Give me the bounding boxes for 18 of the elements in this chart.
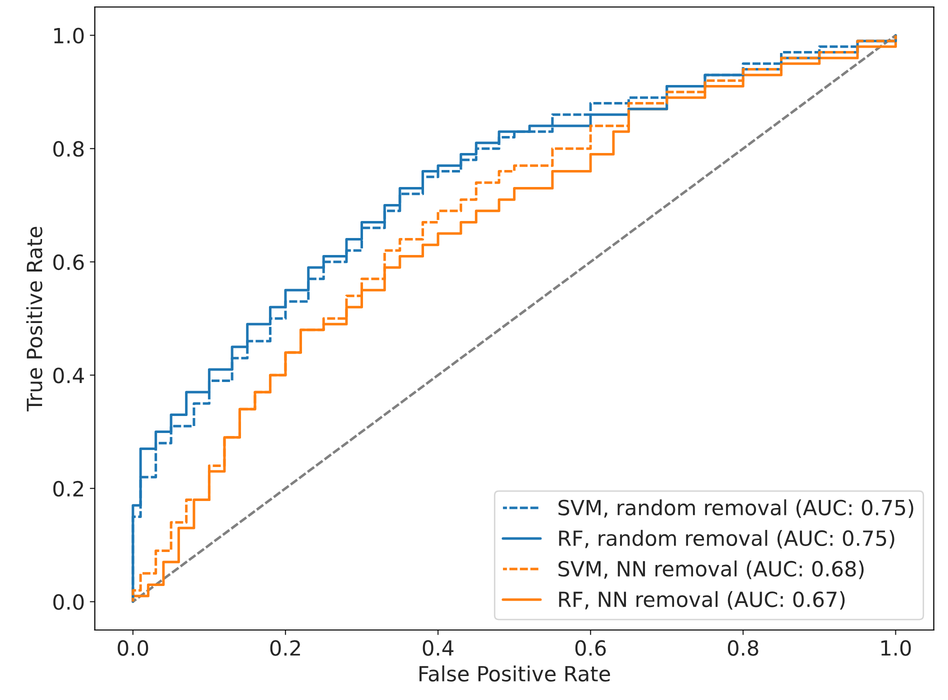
x-axis-title: False Positive Rate [420,665,610,682]
y-axis-title: True Positive Rate [26,226,42,412]
legend-label: RF, NN removal (AUC: 0.67) [559,591,845,610]
y-tick-label: 0.0 [53,594,84,610]
y-tick-label: 1.0 [54,28,84,44]
x-tick-label: 0.8 [728,640,758,656]
legend-label: SVM, random removal (AUC: 0.75) [558,499,914,518]
x-tick-label: 0.6 [575,640,606,656]
x-tick-label: 0.4 [422,640,454,656]
x-tick-label: 1.0 [881,640,911,656]
y-tick-label: 0.2 [53,480,83,497]
legend-label: RF, random removal (AUC: 0.75) [559,530,894,549]
x-tick-label: 0.2 [270,640,300,656]
y-tick-label: 0.8 [53,141,84,157]
y-tick-label: 0.6 [53,254,84,270]
legend-label: SVM, NN removal (AUC: 0.68) [558,560,864,580]
y-tick-label: 0.4 [53,368,84,384]
x-tick-label: 0.0 [118,640,148,656]
